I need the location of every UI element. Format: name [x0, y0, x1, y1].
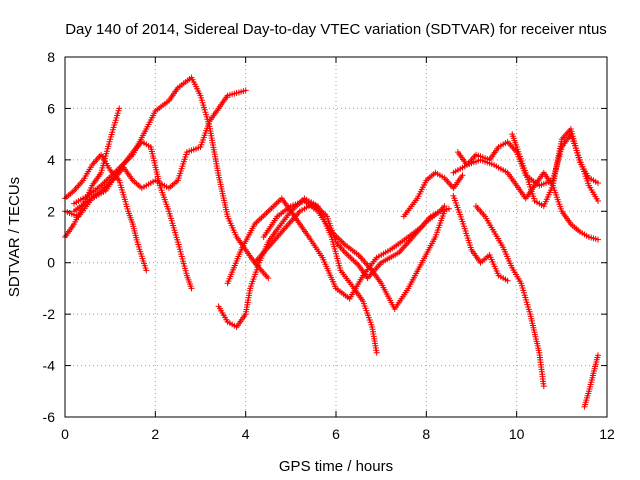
- series-markers: [71, 87, 249, 215]
- series-arc-13: [450, 192, 511, 284]
- y-tick-label: 4: [47, 152, 55, 168]
- y-tick-label: 6: [47, 100, 55, 116]
- series-arc-16: [581, 352, 601, 410]
- x-tick-label: 8: [422, 426, 430, 442]
- y-axis-label: SDTVAR / TECUs: [6, 177, 23, 297]
- series-markers: [400, 169, 466, 220]
- x-tick-label: 2: [151, 426, 159, 442]
- series-arc-10: [400, 169, 466, 220]
- chart-title: Day 140 of 2014, Sidereal Day-to-day VTE…: [65, 21, 607, 38]
- series-markers: [509, 126, 601, 210]
- y-tick-label: -2: [43, 306, 56, 322]
- data-series-group: [62, 74, 601, 410]
- series-line: [475, 205, 545, 387]
- x-tick-label: 4: [242, 426, 250, 442]
- x-tick-label: 12: [599, 426, 615, 442]
- series-arc-14: [473, 203, 547, 390]
- x-tick-label: 6: [332, 426, 340, 442]
- series-markers: [62, 151, 150, 274]
- series-markers: [473, 203, 547, 390]
- series-line: [73, 76, 270, 279]
- series-markers: [581, 352, 601, 410]
- series-markers: [251, 200, 452, 282]
- axis-ticks: 0 2 4 6 8 10 12 -6 -4 -2 0 2 4 6 8: [43, 49, 615, 442]
- y-tick-label: 0: [47, 255, 55, 271]
- series-arc-8: [260, 198, 448, 312]
- series-arc-2: [62, 151, 150, 274]
- y-tick-label: 8: [47, 49, 55, 65]
- series-arc-15: [509, 126, 601, 210]
- y-tick-label: -6: [43, 409, 56, 425]
- x-tick-label: 10: [509, 426, 525, 442]
- plot-frame: [64, 56, 608, 418]
- series-markers: [450, 192, 511, 284]
- x-tick-label: 0: [61, 426, 69, 442]
- series-arc-5: [71, 87, 249, 215]
- series-arc-12: [450, 156, 601, 243]
- y-tick-label: 2: [47, 203, 55, 219]
- series-arc-9: [251, 200, 452, 282]
- x-axis-label: GPS time / hours: [279, 458, 393, 475]
- series-markers: [260, 198, 448, 312]
- y-tick-label: -4: [43, 358, 56, 374]
